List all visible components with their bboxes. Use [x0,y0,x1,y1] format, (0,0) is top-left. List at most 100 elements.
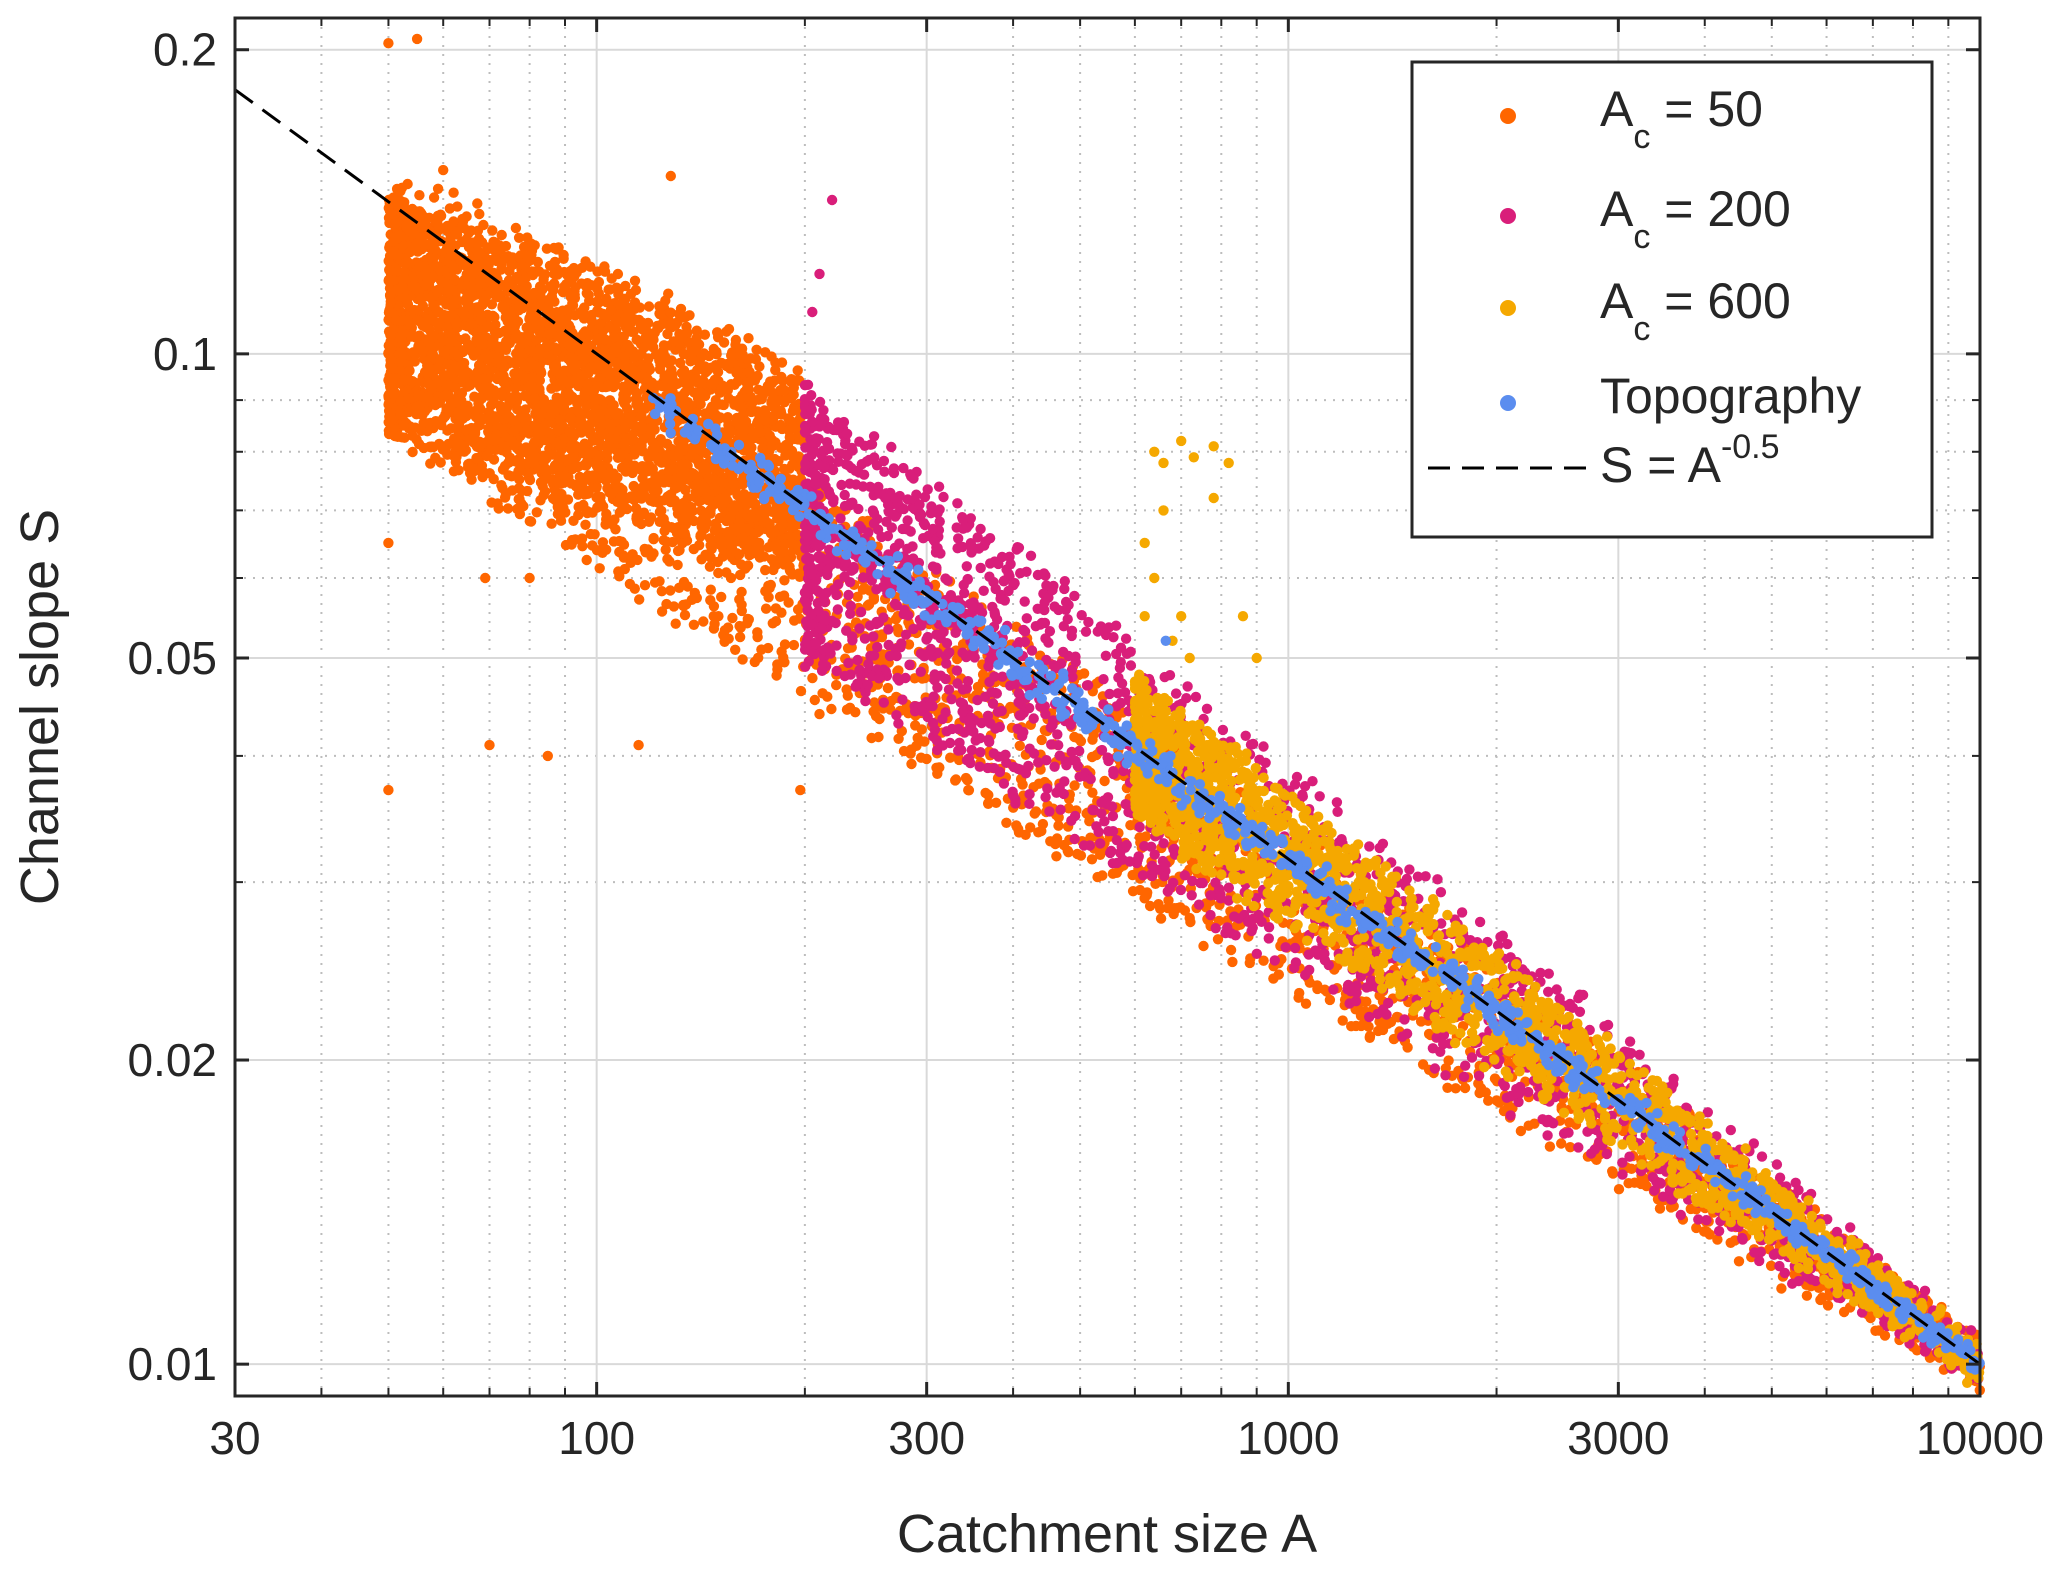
data-point [694,387,704,397]
data-point [1052,833,1062,843]
data-point [396,348,406,358]
data-point [552,244,562,254]
data-point [921,754,931,764]
data-point [763,643,773,653]
data-point [465,380,475,390]
data-point [1069,780,1079,790]
data-point [931,763,941,773]
data-point [399,375,409,385]
data-point [696,554,706,564]
data-point [550,257,560,267]
data-point [794,568,804,578]
data-point [580,485,590,495]
data-point [742,618,752,628]
data-point [1839,1307,1849,1317]
data-point [963,785,973,795]
data-point [525,516,535,526]
data-point [650,577,660,587]
data-point [669,601,679,611]
data-point [1226,945,1236,955]
data-point [512,404,522,414]
data-point [1087,854,1097,864]
data-point [535,344,545,354]
data-point [641,362,651,372]
data-point [1185,913,1195,923]
data-point [692,326,702,336]
data-point [666,308,676,318]
data-point [647,477,657,487]
data-point [477,438,487,448]
data-point [705,595,715,605]
data-point [783,597,793,607]
data-point [512,504,522,514]
data-point [386,297,396,307]
data-point [674,583,684,593]
data-point [674,545,684,555]
data-point [1030,808,1040,818]
data-point [753,385,763,395]
data-point [1063,846,1073,856]
data-point [619,540,629,550]
data-point [746,353,756,363]
data-point [565,427,575,437]
data-point [789,390,799,400]
data-point [599,261,609,271]
data-point [511,223,521,233]
data-point [734,549,744,559]
data-point [433,184,443,194]
data-point [721,567,731,577]
data-point [755,427,765,437]
data-point [447,285,457,295]
data-point [919,736,929,746]
data-point [397,275,407,285]
data-point [413,390,423,400]
data-point [448,188,458,198]
data-point [1036,826,1046,836]
data-point [991,798,1001,808]
data-point [766,528,776,538]
data-point [399,420,409,430]
data-point [472,198,482,208]
data-point [555,378,565,388]
data-point [471,453,481,463]
data-point [390,431,400,441]
data-point [1072,849,1082,859]
data-point [653,323,663,333]
data-point [681,599,691,609]
data-point [793,604,803,614]
data-point [613,269,623,279]
data-point [752,418,762,428]
data-point [452,201,462,211]
data-point [644,301,654,311]
data-point [1365,1033,1375,1043]
data-point [721,361,731,371]
data-point [1087,735,1097,745]
data-point [1623,1178,1633,1188]
data-point [722,414,732,424]
data-point [520,411,530,421]
data-point [706,585,716,595]
data-point [474,364,484,374]
data-point [523,329,533,339]
data-point [385,344,395,354]
data-point [662,439,672,449]
data-point [1815,1295,1825,1305]
data-point [737,654,747,664]
data-point [906,759,916,769]
data-point [678,459,688,469]
data-point [866,733,876,743]
data-point [528,314,538,324]
data-point [434,318,444,328]
data-point [503,503,513,513]
data-point [457,214,467,224]
data-point [401,258,411,268]
data-point [586,529,596,539]
data-point [768,388,778,398]
data-point [610,479,620,489]
data-point [980,788,990,798]
data-point [789,640,799,650]
data-point [1363,1021,1373,1031]
data-point [858,584,868,594]
data-point [1373,1026,1383,1036]
data-point [595,563,605,573]
